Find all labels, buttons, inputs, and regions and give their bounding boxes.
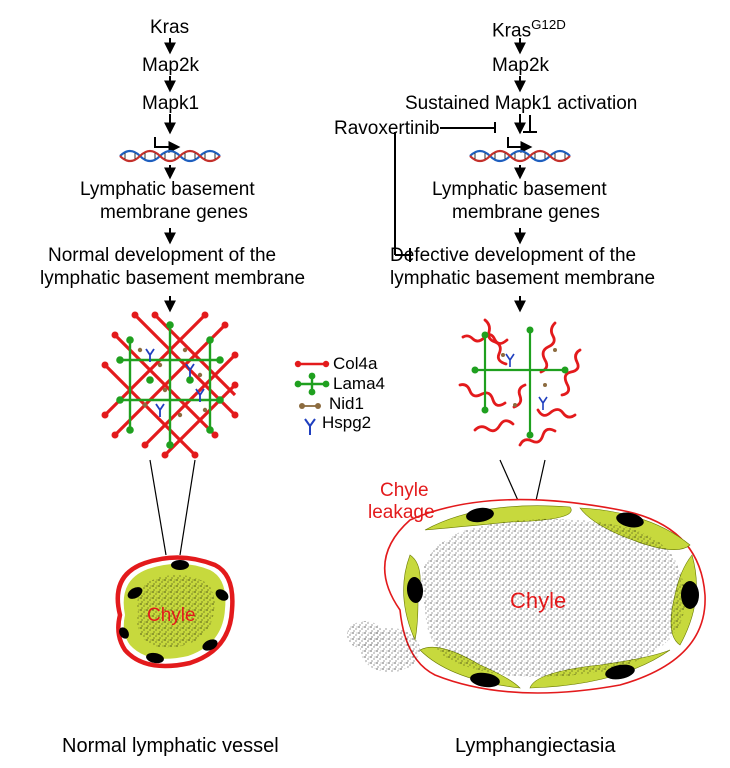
left-map2k: Map2k bbox=[142, 55, 199, 77]
right-map2k: Map2k bbox=[492, 55, 549, 77]
right-leak2: leakage bbox=[368, 502, 435, 524]
right-dev1: Defective development of the bbox=[390, 245, 636, 267]
left-kras: Kras bbox=[150, 17, 189, 39]
right-leak1: Chyle bbox=[380, 480, 429, 502]
left-chyle: Chyle bbox=[147, 605, 196, 627]
left-mesh bbox=[102, 312, 239, 459]
legend-col4a: Col4a bbox=[333, 354, 377, 374]
legend-nid1: Nid1 bbox=[329, 394, 364, 414]
right-kras: KrasG12D bbox=[492, 17, 566, 42]
right-kras-base: Kras bbox=[492, 20, 531, 41]
right-mapk1: Sustained Mapk1 activation bbox=[405, 93, 637, 115]
left-dev2: lymphatic basement membrane bbox=[40, 268, 305, 290]
right-kras-sup: G12D bbox=[531, 17, 566, 32]
left-mapk1: Mapk1 bbox=[142, 93, 199, 115]
left-connector bbox=[150, 460, 195, 555]
right-genes1: Lymphatic basement bbox=[432, 179, 607, 201]
right-chyle: Chyle bbox=[510, 588, 566, 614]
left-genes1: Lymphatic basement bbox=[80, 179, 255, 201]
right-ravox: Ravoxertinib bbox=[334, 118, 440, 140]
right-bottom: Lymphangiectasia bbox=[455, 735, 615, 758]
legend-lama4: Lama4 bbox=[333, 374, 385, 394]
left-bottom: Normal lymphatic vessel bbox=[62, 735, 279, 758]
right-connector bbox=[500, 460, 545, 505]
right-dev2: lymphatic basement membrane bbox=[390, 268, 655, 290]
left-dev1: Normal development of the bbox=[48, 245, 276, 267]
left-genes2: membrane genes bbox=[100, 202, 248, 224]
legend-hspg2: Hspg2 bbox=[322, 413, 371, 433]
right-mesh bbox=[460, 320, 580, 445]
right-genes2: membrane genes bbox=[452, 202, 600, 224]
